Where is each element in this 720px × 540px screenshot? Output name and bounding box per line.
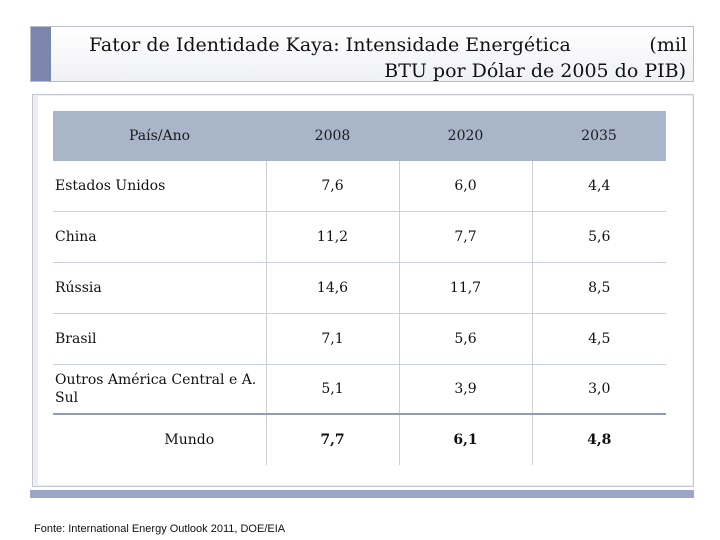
row-country-name-text: Outros América Central e A. Sul	[55, 372, 257, 406]
header-2008: 2008	[314, 128, 351, 144]
table-row: Outros América Central e A. Sul 5,1 3,9 …	[53, 364, 666, 415]
row-value-2035: 3,0	[531, 364, 666, 415]
row-country-name: China	[53, 211, 266, 263]
row-value-2008: 11,2	[265, 211, 399, 263]
title-accent-bar	[31, 27, 51, 81]
row-value-2020: 7,7	[398, 211, 532, 263]
row-country-name: Rússia	[53, 262, 266, 314]
row-value-2020: 5,6	[398, 313, 532, 365]
table-row: Brasil 7,1 5,6 4,5	[53, 313, 666, 365]
table-row-world-total: Mundo 7,7 6,1 4,8	[53, 413, 666, 465]
row-value-2035: 4,5	[531, 313, 666, 365]
row-value-2008: 7,1	[265, 313, 399, 365]
row-value-2035: 4,8	[531, 413, 666, 465]
row-value-2008: 7,6	[265, 161, 399, 212]
table-header-row: País/Ano 2008 2020 2035	[53, 111, 666, 161]
row-value-2020: 6,1	[398, 413, 532, 465]
title-bar: Fator de Identidade Kaya: Intensidade En…	[30, 26, 694, 82]
slide-title-unit-start: (mil	[649, 34, 687, 56]
slide-title-line-2: BTU por Dólar de 2005 do PIB)	[384, 60, 686, 82]
table-row: Rússia 14,6 11,7 8,5	[53, 262, 666, 314]
row-value-2020: 11,7	[398, 262, 532, 314]
header-2020: 2020	[447, 128, 484, 144]
row-country-name: Brasil	[53, 313, 266, 365]
row-value-2008: 14,6	[265, 262, 399, 314]
row-country-name: Mundo	[53, 413, 266, 465]
row-value-2008: 7,7	[265, 413, 399, 465]
row-value-2035: 5,6	[531, 211, 666, 263]
slide-title-line-1: Fator de Identidade Kaya: Intensidade En…	[89, 34, 687, 56]
bottom-accent-bar	[30, 490, 694, 498]
slide-title-main: Fator de Identidade Kaya: Intensidade En…	[89, 34, 571, 56]
row-value-2020: 6,0	[398, 161, 532, 212]
source-note: Fonte: International Energy Outlook 2011…	[34, 523, 286, 535]
row-country-name: Estados Unidos	[53, 161, 266, 212]
row-value-2035: 8,5	[531, 262, 666, 314]
table-row: Estados Unidos 7,6 6,0 4,4	[53, 161, 666, 212]
row-value-2035: 4,4	[531, 161, 666, 212]
row-value-2020: 3,9	[398, 364, 532, 415]
energy-intensity-table: País/Ano 2008 2020 2035 Estados Unidos 7…	[53, 111, 666, 465]
header-country-year: País/Ano	[128, 128, 191, 144]
table-row: China 11,2 7,7 5,6	[53, 211, 666, 263]
header-2035: 2035	[581, 128, 617, 144]
row-country-name: Outros América Central e A. Sul	[53, 364, 266, 415]
row-value-2008: 5,1	[265, 364, 399, 415]
